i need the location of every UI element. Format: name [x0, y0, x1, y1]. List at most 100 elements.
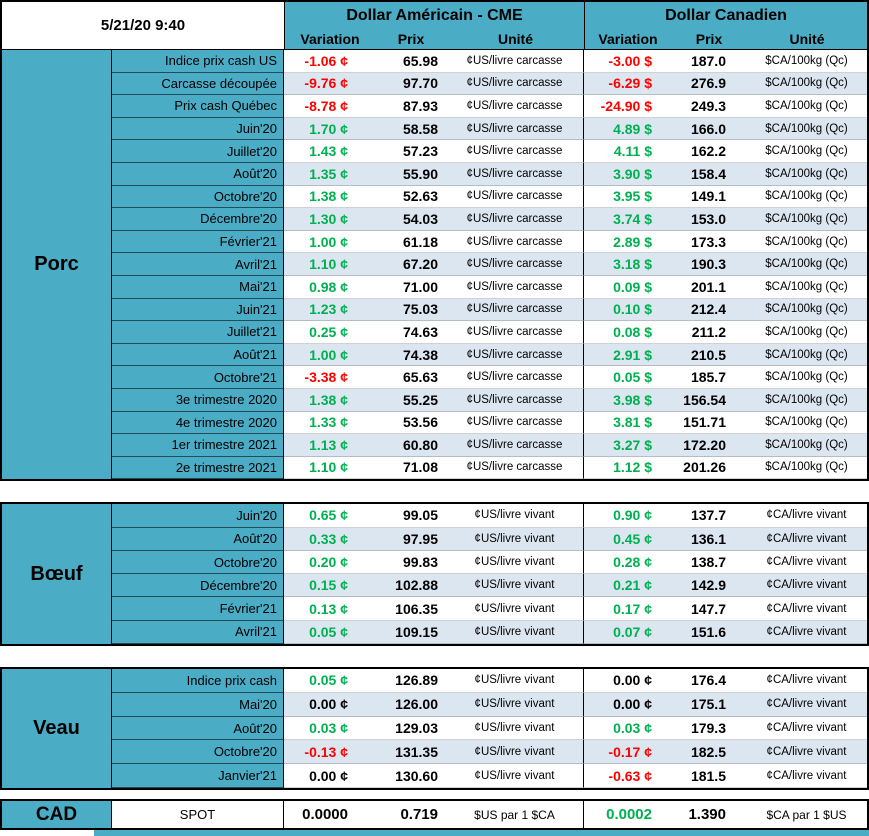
us-price-cell: 58.58	[374, 118, 446, 141]
section-gap	[0, 481, 869, 503]
us-variation-cell: 0.15 ¢	[284, 574, 374, 598]
row-label: Indice prix cash US	[112, 50, 284, 73]
row-label: Décembre'20	[112, 574, 284, 598]
ca-variation-cell: 0.90 ¢	[584, 504, 670, 528]
section-cad: CAD SPOT 0.0000 0.719 $US par 1 $CA 0.0002 1.…	[2, 801, 867, 829]
row-label: Prix cash Québec	[112, 95, 284, 118]
ca-price-cell: 185.7	[670, 366, 746, 389]
row-label: Janvier'21	[112, 764, 284, 789]
us-unit-cell: ¢US/livre carcasse	[446, 434, 584, 457]
table-row: Avril'21 1.10 ¢ 67.20 ¢US/livre carcasse 3.1…	[112, 253, 867, 276]
us-variation-cell: 1.38 ¢	[284, 389, 374, 412]
us-variation-cell: -9.76 ¢	[284, 73, 374, 96]
bottom-strip	[0, 830, 869, 836]
us-price-cell: 87.93	[374, 95, 446, 118]
table-row: Janvier'21 0.00 ¢ 130.60 ¢US/livre vivant -0…	[112, 764, 867, 789]
ca-unit-cell: $CA/100kg (Qc)	[746, 276, 867, 299]
us-unit-cell: ¢US/livre carcasse	[446, 298, 584, 322]
ca-variation-cell: 0.07 ¢	[584, 621, 670, 645]
us-unit-cell: ¢US/livre carcasse	[446, 162, 584, 186]
table-row: Juillet'21 0.25 ¢ 74.63 ¢US/livre carcasse 0…	[112, 321, 867, 344]
ca-price-cell: 210.5	[670, 344, 746, 367]
us-variation-cell: 0.20 ¢	[284, 551, 374, 575]
ca-price-cell: 187.0	[670, 50, 746, 73]
ca-unit-cell: ¢CA/livre vivant	[746, 764, 867, 789]
us-unit-cell: ¢US/livre vivant	[446, 740, 584, 765]
table-row: Octobre'21 -3.38 ¢ 65.63 ¢US/livre carcasse…	[112, 366, 867, 389]
row-label: Juin'21	[112, 298, 284, 322]
ca-price-cell: 156.54	[670, 389, 746, 412]
ca-unit-cell: $CA/100kg (Qc)	[746, 163, 867, 186]
row-label: Février'21	[112, 597, 284, 621]
us-variation-cell: 0.03 ¢	[284, 717, 374, 741]
ca-price-cell: 136.1	[670, 528, 746, 551]
ca-variation-cell: 0.00 ¢	[584, 693, 670, 717]
us-variation-cell: -1.06 ¢	[284, 50, 374, 73]
us-variation-cell: 1.13 ¢	[284, 434, 374, 457]
us-unit-cell: ¢US/livre carcasse	[446, 321, 584, 344]
us-unit-cell: ¢US/livre carcasse	[446, 411, 584, 435]
us-price-cell: 53.56	[374, 412, 446, 435]
us-unit-cell: ¢US/livre carcasse	[446, 253, 584, 276]
ca-variation-cell: -0.17 ¢	[584, 740, 670, 765]
us-price-cell: 97.95	[374, 528, 446, 551]
table-row: Juillet'20 1.43 ¢ 57.23 ¢US/livre carcasse 4…	[112, 140, 867, 163]
row-label: Juillet'21	[112, 321, 284, 344]
us-variation-cell: 0.00 ¢	[284, 693, 374, 717]
section-title-porc: Porc	[2, 50, 112, 480]
us-unit-cell: ¢US/livre vivant	[446, 597, 584, 621]
table-row: Mai'20 0.00 ¢ 126.00 ¢US/livre vivant 0.00 ¢…	[112, 692, 867, 717]
table-row: Indice prix cash 0.05 ¢ 126.89 ¢US/livre vi…	[112, 669, 867, 693]
us-price-cell: 61.18	[374, 231, 446, 254]
section-porc: Porc Indice prix cash US -1.06 ¢ 65.98 ¢US/…	[2, 50, 867, 480]
table-row: SPOT 0.0000 0.719 $US par 1 $CA 0.0002 1.390 $…	[112, 801, 867, 829]
us-variation-cell: 1.38 ¢	[284, 186, 374, 209]
ca-variation-cell: 0.0002	[606, 806, 652, 824]
ca-price-cell: 153.0	[670, 208, 746, 231]
ca-variation-cell: -6.29 $	[584, 73, 670, 96]
currency-headers: Dollar Américain - CME Dollar Canadien V…	[285, 2, 867, 49]
us-variation-cell: 1.23 ¢	[284, 299, 374, 322]
table-row: Prix cash Québec -8.78 ¢ 87.93 ¢US/livre ca…	[112, 95, 867, 118]
ca-price-cell: 162.2	[670, 140, 746, 163]
us-unit-cell: ¢US/livre carcasse	[446, 366, 584, 389]
bottom-strip-white	[0, 830, 94, 836]
us-price-cell: 99.05	[374, 504, 446, 528]
table-row: Octobre'20 1.38 ¢ 52.63 ¢US/livre carcasse 3…	[112, 185, 867, 209]
row-label: Octobre'20	[112, 740, 284, 765]
table-row: 4e trimestre 2020 1.33 ¢ 53.56 ¢US/livre ca…	[112, 411, 867, 435]
ca-variation-cell: 3.74 $	[584, 208, 670, 231]
us-unit-cell: ¢US/livre vivant	[446, 504, 584, 528]
row-label: Octobre'20	[112, 185, 284, 209]
us-dollar-header: Dollar Américain - CME	[285, 2, 585, 29]
ca-variation-cell: 0.21 ¢	[584, 574, 670, 598]
us-variation-cell: 0.25 ¢	[284, 321, 374, 344]
table-row: Indice prix cash US -1.06 ¢ 65.98 ¢US/livre…	[112, 50, 867, 73]
ca-variation-cell: 4.89 $	[584, 118, 670, 141]
row-label: Mai'20	[112, 692, 284, 717]
us-unit-cell: ¢US/livre carcasse	[446, 456, 584, 480]
section-title-veau: Veau	[2, 669, 112, 789]
table-row: Décembre'20 1.30 ¢ 54.03 ¢US/livre carcasse…	[112, 208, 867, 231]
ca-price-cell: 1.390	[688, 806, 726, 824]
ca-unit-cell: $CA/100kg (Qc)	[746, 321, 867, 344]
ca-unit-cell: $CA/100kg (Qc)	[746, 389, 867, 412]
us-variation-cell: 1.30 ¢	[284, 208, 374, 231]
ca-unit-cell: ¢CA/livre vivant	[746, 528, 867, 551]
ca-unit-cell: $CA/100kg (Qc)	[746, 231, 867, 254]
ca-variation-cell: 0.09 $	[584, 276, 670, 299]
ca-price-cell: 201.1	[670, 276, 746, 299]
ca-price-cell: 181.5	[670, 764, 746, 789]
ca-variation-cell: 1.12 $	[584, 457, 670, 480]
section-gap	[0, 790, 869, 800]
ca-price-cell: 276.9	[670, 73, 746, 96]
table-row: Février'21 1.00 ¢ 61.18 ¢US/livre carcasse 2…	[112, 230, 867, 254]
ca-unite-header: Unité	[789, 31, 825, 47]
us-unit-cell: ¢US/livre carcasse	[446, 72, 584, 96]
us-variation-cell: 0.05 ¢	[284, 669, 374, 693]
ca-price-cell: 142.9	[670, 574, 746, 598]
ca-unit-cell: $CA/100kg (Qc)	[746, 412, 867, 435]
us-variation-cell: 0.05 ¢	[284, 621, 374, 645]
section-rows-veau: Indice prix cash 0.05 ¢ 126.89 ¢US/livre vi…	[112, 669, 867, 789]
